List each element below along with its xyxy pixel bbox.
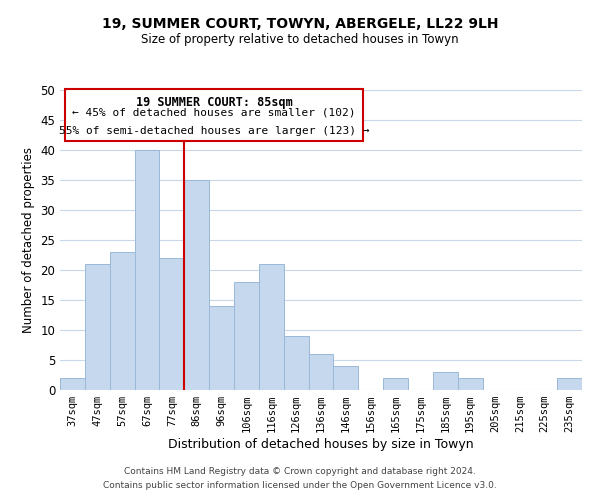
Text: Contains HM Land Registry data © Crown copyright and database right 2024.: Contains HM Land Registry data © Crown c… — [124, 467, 476, 476]
Text: 19 SUMMER COURT: 85sqm: 19 SUMMER COURT: 85sqm — [136, 96, 292, 109]
Bar — [284, 336, 308, 390]
Bar — [209, 306, 234, 390]
Bar — [110, 252, 134, 390]
Y-axis label: Number of detached properties: Number of detached properties — [22, 147, 35, 333]
FancyBboxPatch shape — [65, 88, 363, 141]
X-axis label: Distribution of detached houses by size in Towyn: Distribution of detached houses by size … — [168, 438, 474, 451]
Text: 55% of semi-detached houses are larger (123) →: 55% of semi-detached houses are larger (… — [59, 126, 369, 136]
Bar — [383, 378, 408, 390]
Text: 19, SUMMER COURT, TOWYN, ABERGELE, LL22 9LH: 19, SUMMER COURT, TOWYN, ABERGELE, LL22 … — [102, 18, 498, 32]
Bar — [234, 282, 259, 390]
Text: Contains public sector information licensed under the Open Government Licence v3: Contains public sector information licen… — [103, 481, 497, 490]
Bar — [134, 150, 160, 390]
Text: Size of property relative to detached houses in Towyn: Size of property relative to detached ho… — [141, 32, 459, 46]
Bar — [308, 354, 334, 390]
Bar — [184, 180, 209, 390]
Bar — [60, 378, 85, 390]
Bar — [85, 264, 110, 390]
Bar — [433, 372, 458, 390]
Bar — [259, 264, 284, 390]
Text: ← 45% of detached houses are smaller (102): ← 45% of detached houses are smaller (10… — [72, 107, 356, 117]
Bar — [458, 378, 482, 390]
Bar — [557, 378, 582, 390]
Bar — [160, 258, 184, 390]
Bar — [334, 366, 358, 390]
